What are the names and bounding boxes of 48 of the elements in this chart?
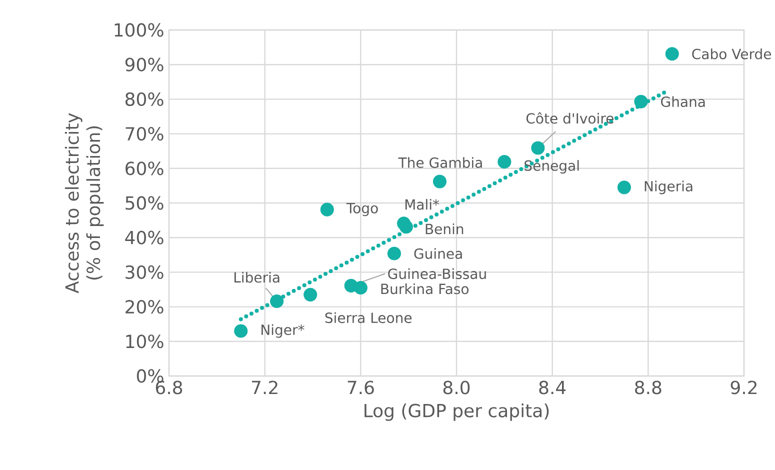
point — [387, 246, 401, 260]
annotation: Sierra Leone — [325, 312, 412, 324]
y-tick-label: 100% — [114, 23, 164, 37]
annotation: Togo — [346, 203, 378, 216]
point — [354, 280, 368, 295]
x-tick-label: 8.0 — [443, 380, 470, 394]
y-tick-label: 60% — [126, 162, 164, 176]
point — [320, 202, 334, 216]
x-tick-label: 7.6 — [348, 380, 374, 394]
annotation: Niger* — [262, 324, 304, 338]
point — [531, 141, 545, 155]
annotation: Côte d'Ivoire — [526, 112, 614, 124]
y-axis-title: Access to electricity (% of population) — [64, 113, 104, 294]
point — [234, 324, 248, 338]
annotation: Mali* — [405, 199, 440, 210]
annotation: Nigeria — [644, 180, 692, 194]
x-tick-label: 8.4 — [539, 380, 566, 394]
x-tick-label: 7.2 — [252, 380, 278, 394]
point — [270, 294, 284, 308]
annotation: Ghana — [661, 96, 705, 108]
point — [665, 47, 679, 61]
y-tick-label: 20% — [126, 300, 164, 314]
annotation: Cabo Verde — [692, 48, 772, 60]
annotation: Benin — [426, 223, 464, 234]
point — [634, 94, 648, 108]
point — [399, 220, 413, 234]
annotation: Liberia — [234, 272, 280, 283]
y-tick-label: 30% — [126, 265, 164, 279]
annotation: Guinea — [414, 248, 462, 259]
annotation: Burkina Faso — [381, 283, 469, 294]
y-tick-label: 50% — [126, 196, 164, 210]
y-tick-label: 0% — [136, 369, 164, 383]
annotation: Senegal — [524, 160, 579, 174]
y-tick-label: 90% — [125, 58, 164, 72]
point — [498, 155, 512, 169]
x-tick-label: 9.2 — [730, 380, 757, 394]
point — [304, 288, 318, 302]
x-tick-label: 6.8 — [156, 380, 182, 394]
y-tick-label: 40% — [125, 230, 164, 244]
x-tick-label: 8.8 — [635, 380, 662, 394]
point — [432, 174, 447, 188]
point — [617, 180, 631, 194]
y-tick-label: 80% — [126, 92, 164, 106]
y-tick-label: 70% — [126, 126, 164, 141]
annotation: Guinea-Bissau — [388, 268, 486, 280]
x-axis-title: Log (GDP per capita) — [364, 403, 549, 421]
annotation: The Gambia — [398, 157, 482, 168]
y-tick-label: 10% — [126, 334, 164, 348]
